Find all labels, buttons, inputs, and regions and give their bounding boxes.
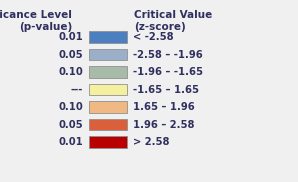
Text: 0.01: 0.01 xyxy=(58,137,83,147)
Text: -1.65 – 1.65: -1.65 – 1.65 xyxy=(133,84,199,94)
Text: 0.10: 0.10 xyxy=(58,102,83,112)
Text: > 2.58: > 2.58 xyxy=(133,137,170,147)
FancyBboxPatch shape xyxy=(89,84,127,95)
Text: 1.65 – 1.96: 1.65 – 1.96 xyxy=(133,102,195,112)
Text: ---: --- xyxy=(71,84,83,94)
Text: Significance Level
(p-value): Significance Level (p-value) xyxy=(0,10,72,32)
FancyBboxPatch shape xyxy=(89,66,127,78)
Text: Critical Value
(z-score): Critical Value (z-score) xyxy=(134,10,212,32)
Text: -2.58 – -1.96: -2.58 – -1.96 xyxy=(133,50,203,60)
Text: -1.96 – -1.65: -1.96 – -1.65 xyxy=(133,67,203,77)
Text: 0.05: 0.05 xyxy=(58,120,83,130)
FancyBboxPatch shape xyxy=(89,31,127,43)
Text: 1.96 – 2.58: 1.96 – 2.58 xyxy=(133,120,195,130)
FancyBboxPatch shape xyxy=(89,119,127,130)
FancyBboxPatch shape xyxy=(89,101,127,113)
Text: 0.10: 0.10 xyxy=(58,67,83,77)
Text: 0.05: 0.05 xyxy=(58,50,83,60)
Text: < -2.58: < -2.58 xyxy=(133,32,174,42)
FancyBboxPatch shape xyxy=(89,49,127,60)
Text: 0.01: 0.01 xyxy=(58,32,83,42)
FancyBboxPatch shape xyxy=(89,136,127,148)
